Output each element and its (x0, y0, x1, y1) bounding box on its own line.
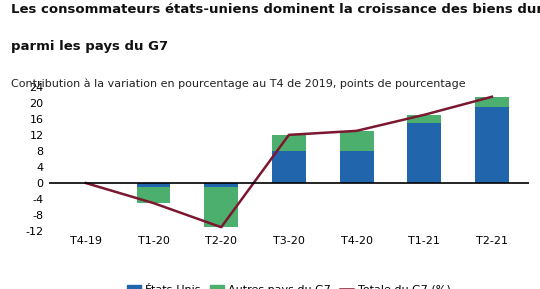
Bar (340, 131, 374, 151)
Text: parmi les pays du G7: parmi les pays du G7 (11, 40, 168, 53)
Bar (340, 151, 374, 183)
Bar (272, 135, 306, 151)
Text: Les consommateurs états-uniens dominent la croissance des biens durables: Les consommateurs états-uniens dominent … (11, 3, 540, 16)
Text: Contribution à la variation en pourcentage au T4 de 2019, points de pourcentage: Contribution à la variation en pourcenta… (11, 78, 465, 88)
Bar (204, 183, 238, 187)
Legend: États-Unis, Autres pays du G7, Totale du G7 (%): États-Unis, Autres pays du G7, Totale du… (123, 280, 455, 289)
Bar (407, 115, 441, 123)
Bar (272, 151, 306, 183)
Bar (204, 187, 238, 227)
Bar (475, 97, 509, 107)
Bar (137, 183, 171, 187)
Bar (137, 187, 171, 203)
Bar (407, 123, 441, 183)
Bar (475, 107, 509, 183)
